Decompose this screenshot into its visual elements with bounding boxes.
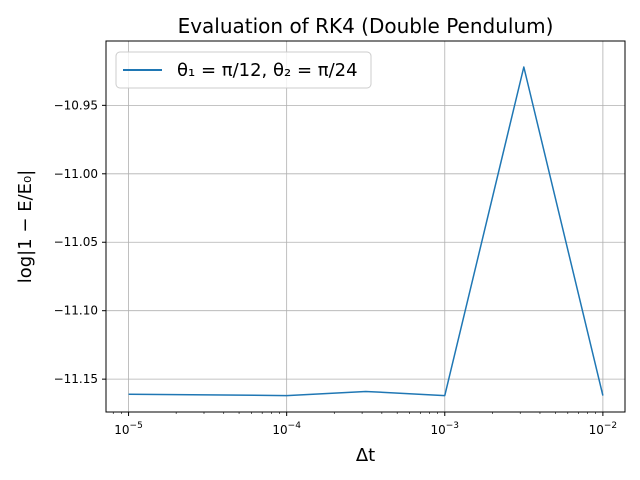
- legend-box: [115, 51, 372, 89]
- grid: [106, 41, 625, 412]
- y-axis-label: log|1 − E/E₀|: [15, 170, 36, 284]
- legend-label: θ₁ = π/12, θ₂ = π/24: [177, 60, 358, 81]
- y-tick-label: −11.10: [54, 304, 98, 318]
- x-axis-label: Δt: [356, 445, 375, 466]
- ticks: −10.95 −11.00 −11.05 −11.10 −11.15 10−5 10−4 10…: [54, 98, 618, 437]
- legend: θ₁ = π/12, θ₂ = π/24: [115, 51, 372, 89]
- plot-frame: [105, 40, 626, 413]
- x-tick-label: 10−4: [272, 421, 301, 437]
- x-tick-label: 10−3: [430, 421, 459, 437]
- series-line: [128, 66, 604, 397]
- x-tick-label: 10−5: [114, 421, 143, 437]
- x-tick-label: 10−2: [589, 421, 618, 437]
- chart-title: Evaluation of RK4 (Double Pendulum): [178, 14, 554, 38]
- y-tick-label: −11.00: [54, 167, 98, 181]
- y-tick-label: −11.05: [54, 235, 98, 249]
- y-tick-label: −10.95: [54, 98, 98, 112]
- y-tick-label: −11.15: [54, 372, 98, 386]
- series-layer: [128, 66, 604, 397]
